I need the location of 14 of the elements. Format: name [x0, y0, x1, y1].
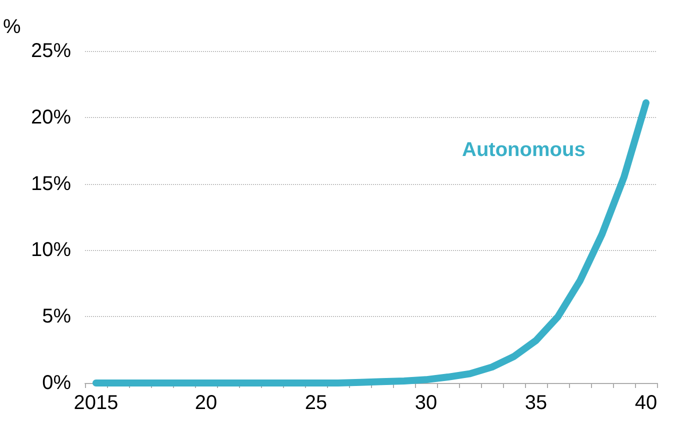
- y-axis-title: %: [3, 16, 21, 38]
- x-tick-label: 20: [194, 392, 218, 414]
- x-tick-label: 2015: [74, 392, 118, 414]
- y-tick-label: 5%: [42, 306, 72, 328]
- y-tick-label: 15%: [30, 172, 72, 195]
- y-tick-label: 10%: [30, 239, 72, 262]
- x-tick-label: 25: [304, 392, 328, 414]
- y-tick-label: 20%: [30, 106, 72, 128]
- x-tick-label: 35: [524, 392, 548, 414]
- y-tick-label: 25%: [30, 40, 72, 62]
- y-tick-label: 0%: [42, 372, 72, 394]
- x-tick-label: 40: [634, 392, 658, 414]
- text: Autonomous: [462, 139, 586, 161]
- x-tick-label: 30: [414, 392, 438, 414]
